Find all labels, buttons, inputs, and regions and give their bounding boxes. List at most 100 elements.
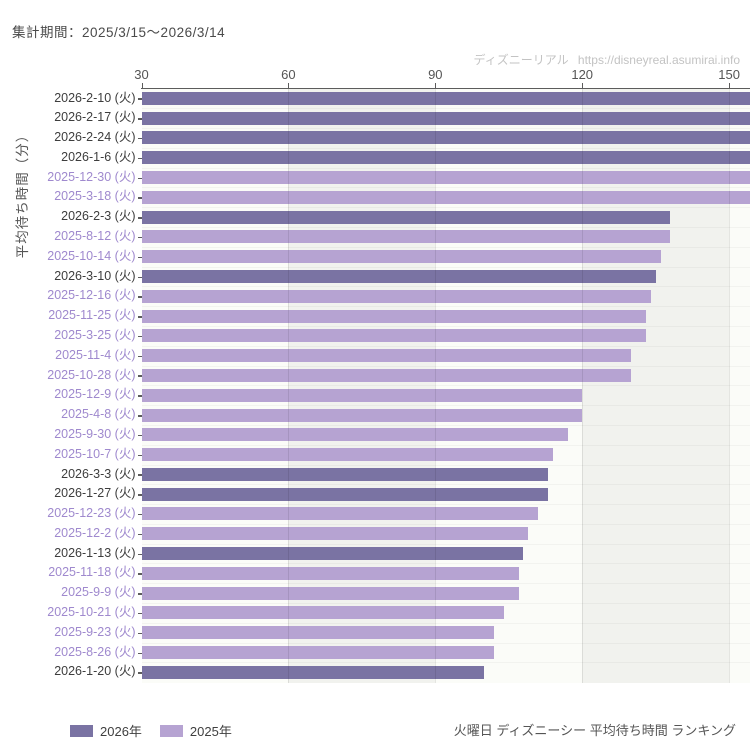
y-tick-mark — [137, 454, 142, 457]
row-separator — [142, 385, 750, 386]
y-tick-mark — [137, 236, 142, 239]
bar[interactable] — [141, 111, 750, 125]
bar[interactable] — [141, 665, 485, 679]
bar[interactable] — [141, 91, 750, 105]
bar[interactable] — [141, 329, 646, 343]
watermark-site-name: ディズニーリアル — [473, 53, 569, 67]
row-separator — [142, 603, 750, 604]
row-separator — [142, 563, 750, 564]
bar[interactable] — [141, 467, 548, 481]
row-separator — [142, 168, 750, 169]
y-tick-mark — [137, 335, 142, 338]
bar[interactable] — [141, 289, 651, 303]
row-label: 2025-4-8 (火) — [61, 407, 136, 422]
y-tick-mark — [137, 98, 142, 100]
bar[interactable] — [141, 507, 539, 521]
row-separator — [142, 247, 750, 248]
bar[interactable] — [141, 270, 656, 283]
bar[interactable] — [141, 230, 671, 244]
row-separator — [142, 326, 750, 327]
row-label: 2025-10-7 (火) — [54, 446, 136, 461]
y-tick-mark — [137, 355, 142, 358]
x-tick-mark — [141, 83, 143, 88]
y-tick-mark — [137, 197, 142, 199]
row-label: 2026-2-3 (火) — [61, 209, 136, 224]
grid-band — [288, 88, 436, 683]
row-label: 2025-9-30 (火) — [54, 426, 136, 441]
y-tick-mark — [137, 434, 142, 437]
legend-item-2026: 2026年 — [70, 721, 142, 740]
gridline — [582, 88, 584, 683]
x-tick-label: 90 — [428, 67, 443, 82]
y-tick-mark — [137, 672, 142, 674]
bar[interactable] — [141, 626, 495, 640]
row-separator — [142, 445, 750, 446]
row-separator — [142, 227, 750, 228]
y-tick-mark — [137, 415, 142, 417]
bar[interactable] — [141, 250, 661, 264]
row-label: 2025-3-18 (火) — [54, 189, 136, 204]
plot-area — [141, 88, 750, 683]
bar[interactable] — [141, 131, 750, 145]
row-label: 2025-9-9 (火) — [61, 585, 136, 600]
row-label: 2026-1-13 (火) — [54, 545, 136, 560]
bar[interactable] — [141, 566, 519, 580]
row-label: 2025-10-21 (火) — [47, 605, 136, 620]
row-separator — [142, 524, 750, 525]
bar[interactable] — [141, 547, 524, 561]
bar[interactable] — [141, 309, 646, 323]
row-separator — [142, 128, 750, 129]
row-label: 2026-1-27 (火) — [54, 486, 136, 501]
row-label: 2025-10-28 (火) — [47, 367, 136, 382]
bar[interactable] — [141, 210, 671, 224]
row-label: 2025-10-14 (火) — [47, 248, 136, 263]
y-tick-mark — [137, 395, 142, 397]
gridline — [729, 88, 731, 683]
y-tick-mark — [137, 593, 142, 595]
row-label: 2025-3-25 (火) — [54, 327, 136, 342]
bar[interactable] — [141, 487, 548, 501]
row-separator — [142, 187, 750, 188]
bar[interactable] — [141, 527, 529, 541]
row-separator — [142, 504, 750, 505]
x-tick-mark — [729, 83, 731, 88]
row-label: 2026-1-20 (火) — [54, 664, 136, 679]
row-separator — [142, 286, 750, 287]
bar[interactable] — [141, 408, 583, 422]
y-tick-mark — [137, 632, 142, 635]
y-tick-mark — [137, 217, 142, 219]
bar[interactable] — [141, 448, 553, 462]
legend-item-2025: 2025年 — [159, 721, 232, 740]
y-tick-mark — [137, 474, 142, 476]
row-separator — [142, 366, 750, 367]
bar[interactable] — [141, 151, 750, 165]
row-label: 2025-9-23 (火) — [54, 624, 136, 639]
row-label: 2026-2-17 (火) — [54, 110, 136, 125]
aggregation-period-label: 集計期間：2025/3/15〜2026/3/14 — [12, 25, 226, 40]
grid-band — [582, 88, 730, 683]
gridline — [435, 88, 437, 683]
row-label: 2025-8-12 (火) — [54, 229, 136, 244]
y-tick-mark — [137, 118, 142, 120]
row-separator — [142, 583, 750, 584]
bar[interactable] — [141, 349, 632, 363]
legend-label-2026: 2026年 — [100, 724, 142, 739]
legend: 2026年 2025年 — [70, 721, 232, 740]
y-tick-mark — [137, 612, 142, 615]
y-tick-mark — [137, 276, 142, 278]
bar[interactable] — [141, 190, 750, 204]
bar[interactable] — [141, 428, 568, 442]
bar[interactable] — [141, 606, 504, 620]
chart-caption: 火曜日 ディズニーシー 平均待ち時間 ランキング — [453, 723, 736, 738]
bar[interactable] — [141, 646, 495, 659]
row-label: 2025-12-23 (火) — [47, 506, 136, 521]
bar[interactable] — [141, 171, 750, 185]
x-tick-label: 150 — [718, 67, 740, 82]
y-tick-mark — [137, 494, 142, 496]
row-label: 2025-12-30 (火) — [47, 169, 136, 184]
bar[interactable] — [141, 388, 583, 402]
row-label: 2026-2-10 (火) — [54, 90, 136, 105]
y-tick-mark — [137, 296, 142, 298]
bar[interactable] — [141, 586, 519, 600]
bar[interactable] — [141, 368, 632, 382]
